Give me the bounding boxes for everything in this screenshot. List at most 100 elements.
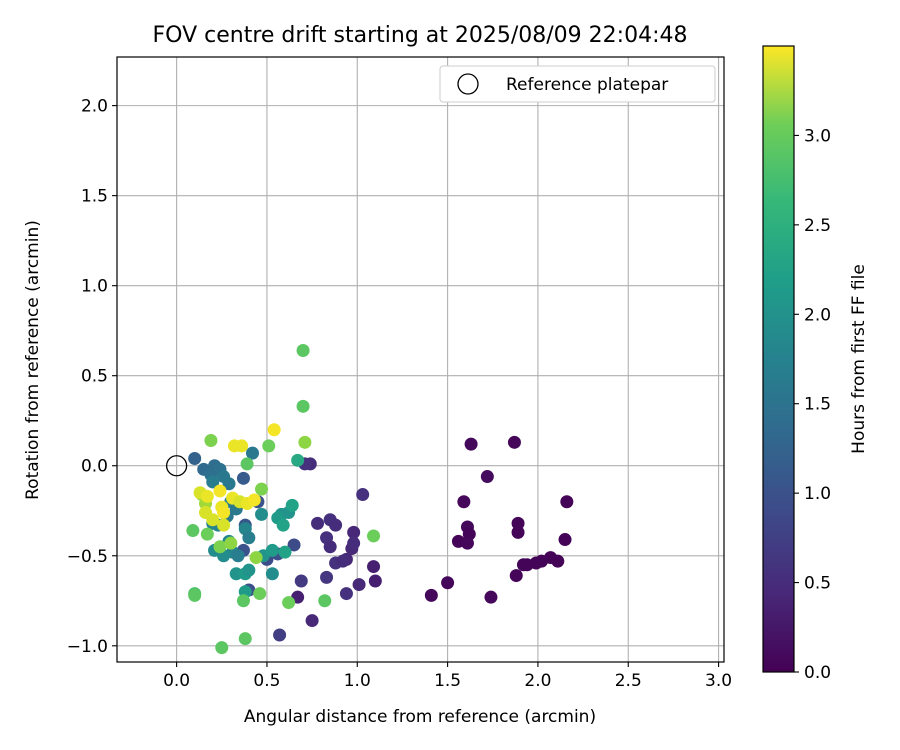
data-point bbox=[229, 567, 243, 581]
data-point bbox=[236, 594, 250, 608]
data-point bbox=[240, 457, 254, 471]
data-point bbox=[511, 525, 525, 539]
data-point bbox=[347, 536, 361, 550]
x-tick-label: 3.0 bbox=[705, 671, 732, 691]
data-point bbox=[265, 543, 279, 557]
reference-platepar-marker bbox=[165, 455, 188, 477]
data-point bbox=[507, 435, 521, 449]
x-tick-label: 0.5 bbox=[253, 671, 280, 691]
data-point bbox=[298, 435, 312, 449]
data-point bbox=[464, 437, 478, 451]
data-point bbox=[213, 484, 227, 498]
data-point bbox=[294, 574, 308, 588]
data-point bbox=[247, 493, 261, 507]
data-point bbox=[287, 538, 301, 552]
data-point bbox=[367, 529, 381, 543]
plot-area bbox=[117, 57, 724, 662]
legend-box bbox=[439, 65, 716, 103]
legend-marker-icon bbox=[457, 73, 479, 95]
data-point bbox=[285, 498, 299, 512]
data-point bbox=[520, 558, 534, 572]
x-tick-label: 1.0 bbox=[344, 671, 371, 691]
data-point bbox=[282, 596, 296, 610]
y-tick-label: −0.5 bbox=[67, 547, 108, 567]
data-point bbox=[235, 439, 249, 453]
colorbar-label: Hours from first FF file bbox=[849, 264, 869, 454]
y-axis-ticks: −1.0 −0.5 0.0 0.5 1.0 1.5 2.0 bbox=[67, 97, 117, 657]
data-point bbox=[255, 507, 269, 521]
data-point bbox=[206, 513, 220, 527]
data-point bbox=[222, 477, 236, 491]
data-point bbox=[291, 453, 305, 467]
data-point bbox=[206, 475, 220, 489]
colorbar-tick-label: 0.5 bbox=[804, 574, 831, 594]
data-point bbox=[242, 531, 256, 545]
x-tick-label: 2.5 bbox=[615, 671, 642, 691]
grid bbox=[117, 57, 724, 662]
data-point bbox=[217, 506, 231, 520]
x-tick-label: 1.5 bbox=[434, 671, 461, 691]
y-tick-label: 0.0 bbox=[81, 457, 108, 477]
data-point bbox=[276, 518, 290, 532]
chart-title: FOV centre drift starting at 2025/08/09 … bbox=[153, 23, 688, 48]
data-point bbox=[217, 518, 231, 532]
data-point bbox=[367, 560, 381, 574]
data-point bbox=[215, 641, 229, 655]
x-tick-label: 0.0 bbox=[163, 671, 190, 691]
plot-frame bbox=[116, 56, 725, 663]
colorbar-tick-label: 1.0 bbox=[804, 484, 831, 504]
x-axis-ticks: 0.0 0.5 1.0 1.5 2.0 2.5 3.0 bbox=[163, 662, 732, 691]
colorbar-gradient bbox=[762, 45, 795, 673]
y-tick-label: 1.0 bbox=[81, 277, 108, 297]
data-point bbox=[352, 578, 366, 592]
data-point bbox=[347, 525, 361, 539]
data-points bbox=[186, 343, 574, 655]
data-point bbox=[262, 439, 276, 453]
data-point bbox=[484, 590, 498, 604]
data-point bbox=[242, 563, 256, 577]
data-point bbox=[460, 536, 474, 550]
data-point bbox=[305, 614, 319, 628]
data-point bbox=[200, 489, 214, 503]
reference-marker-group bbox=[165, 455, 188, 477]
data-point bbox=[336, 554, 350, 568]
data-point bbox=[560, 495, 574, 509]
data-point bbox=[424, 588, 438, 602]
data-point bbox=[186, 524, 200, 538]
data-point bbox=[329, 518, 343, 532]
data-point bbox=[511, 516, 525, 530]
data-point bbox=[480, 470, 494, 484]
data-point bbox=[558, 533, 572, 547]
data-point bbox=[318, 594, 332, 608]
legend: Reference platepar bbox=[439, 65, 716, 103]
data-point bbox=[253, 587, 267, 601]
data-point bbox=[231, 549, 245, 563]
data-point bbox=[296, 343, 310, 357]
data-point bbox=[320, 570, 334, 584]
data-point bbox=[213, 540, 227, 554]
data-point bbox=[224, 536, 238, 550]
data-point bbox=[509, 569, 523, 583]
data-point bbox=[339, 587, 353, 601]
x-tick-label: 2.0 bbox=[524, 671, 551, 691]
colorbar-ticks: 0.0 0.5 1.0 1.5 2.0 2.5 3.0 bbox=[794, 126, 831, 683]
y-tick-label: 1.5 bbox=[81, 187, 108, 207]
data-point bbox=[255, 482, 269, 496]
data-point bbox=[441, 576, 455, 590]
data-point bbox=[265, 567, 279, 581]
data-point bbox=[188, 588, 202, 602]
data-point bbox=[278, 545, 292, 559]
data-point bbox=[200, 527, 214, 541]
data-point bbox=[204, 434, 218, 448]
colorbar-tick-label: 3.0 bbox=[804, 126, 831, 146]
data-point bbox=[238, 632, 252, 646]
y-tick-label: −1.0 bbox=[67, 637, 108, 657]
data-point bbox=[457, 495, 471, 509]
y-axis-label: Rotation from reference (arcmin) bbox=[23, 220, 43, 500]
data-point bbox=[296, 399, 310, 413]
data-point bbox=[356, 488, 370, 502]
data-point bbox=[368, 574, 382, 588]
colorbar-tick-label: 2.0 bbox=[804, 305, 831, 325]
